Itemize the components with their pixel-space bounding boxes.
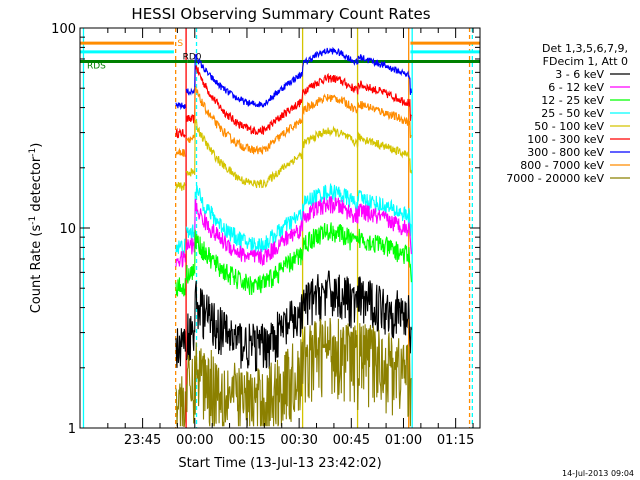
series-trace	[175, 317, 412, 427]
legend-entry-label: 50 - 100 keV	[534, 120, 604, 133]
flag-label: RD0	[183, 53, 202, 63]
legend-header: FDecim 1, Att 0	[543, 55, 628, 68]
flag-label: RDS	[87, 61, 106, 71]
x-tick-label: 23:45	[124, 433, 161, 448]
x-tick-label: 00:30	[280, 433, 317, 448]
series-trace	[175, 196, 412, 268]
y-label-sup1: -1	[28, 216, 38, 225]
legend-entry-label: 800 - 7000 keV	[520, 159, 604, 172]
series-trace	[175, 86, 412, 157]
legend-entry-label: 25 - 50 keV	[541, 107, 604, 120]
y-label-a: Count Rate (s	[29, 225, 44, 314]
legend-header: Det 1,3,5,6,7,9,	[542, 42, 628, 55]
timestamp: 14-Jul-2013 09:04	[562, 469, 634, 478]
series-trace	[175, 222, 412, 297]
y-label-sup2: -1	[28, 148, 38, 157]
legend-entry-label: 12 - 25 keV	[541, 94, 604, 107]
x-tick-label: 01:00	[385, 433, 422, 448]
y-tick-label: 10	[59, 222, 76, 237]
legend-entry-label: 3 - 6 keV	[555, 68, 604, 81]
legend-entry-label: 6 - 12 keV	[548, 81, 604, 94]
legend: Det 1,3,5,6,7,9,FDecim 1, Att 03 - 6 keV…	[506, 42, 630, 185]
x-tick-label: 00:45	[333, 433, 370, 448]
y-label-c: )	[29, 143, 44, 148]
chart-title: HESSI Observing Summary Count Rates	[131, 5, 430, 23]
series-trace	[175, 118, 412, 191]
y-axis-label: Count Rate (s-1 detector-1)	[28, 143, 44, 314]
x-tick-label: 00:15	[228, 433, 265, 448]
x-tick-label: 00:00	[176, 433, 213, 448]
legend-entry-label: 100 - 300 keV	[527, 133, 604, 146]
y-tick-label: 1	[68, 422, 76, 437]
y-tick-label: 100	[51, 22, 76, 37]
series-trace	[175, 65, 412, 139]
x-axis-label: Start Time (13-Jul-13 23:42:02)	[178, 456, 381, 471]
x-tick-label: 01:15	[437, 433, 474, 448]
legend-entry-label: 7000 - 20000 keV	[506, 172, 604, 185]
flag-label: S	[177, 39, 183, 49]
legend-entry-label: 300 - 800 keV	[527, 146, 604, 159]
series-trace	[175, 270, 412, 372]
series-trace	[175, 46, 412, 111]
y-label-b: detector	[29, 156, 44, 216]
series-trace	[175, 183, 412, 256]
